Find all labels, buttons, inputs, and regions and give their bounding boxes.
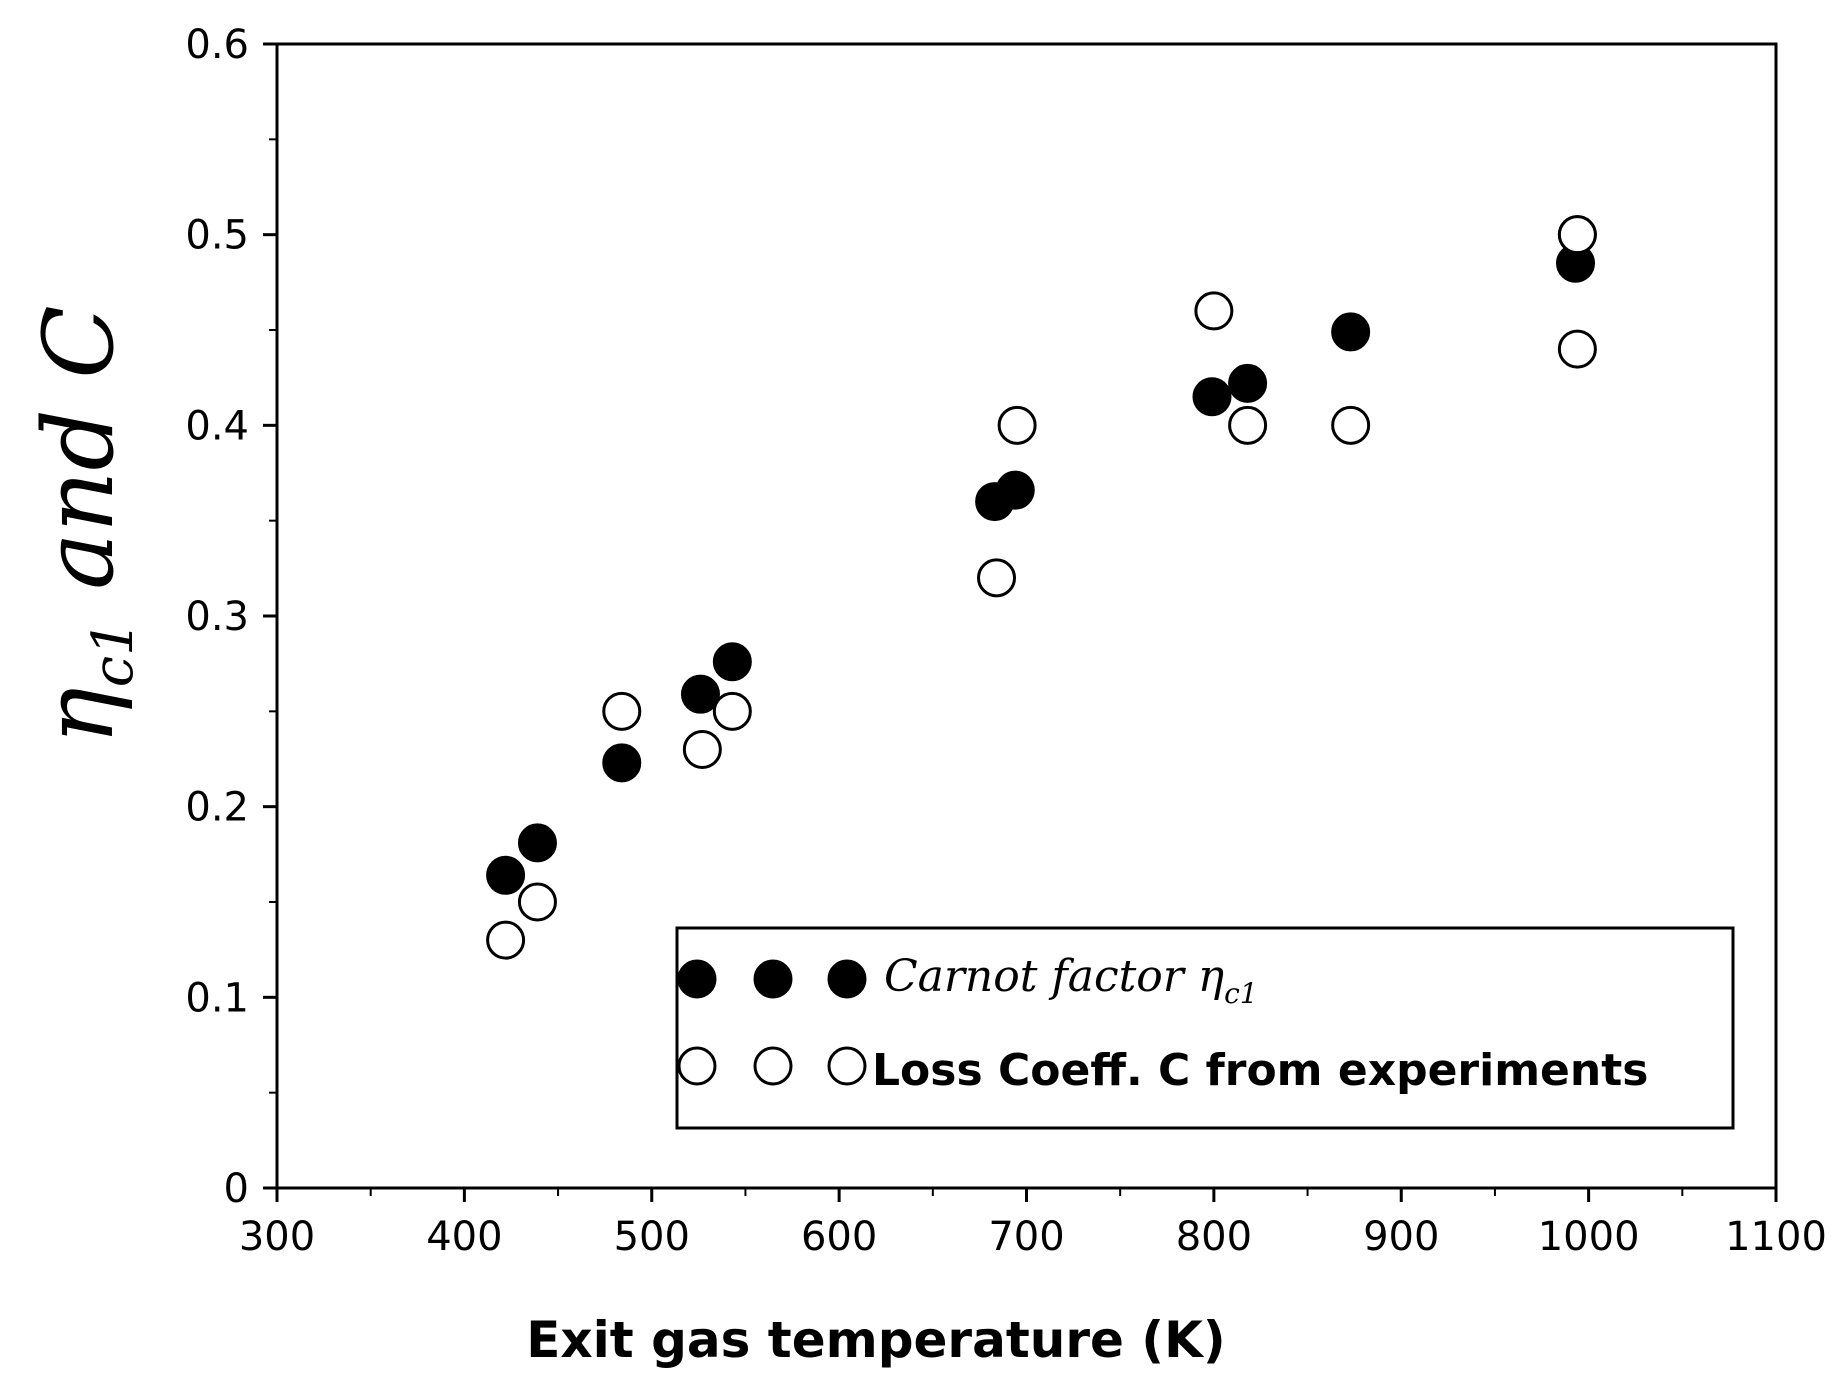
data-point-loss-coeff: [977, 558, 1017, 598]
data-point-loss-coeff: [1557, 329, 1597, 369]
data-points: [486, 215, 1597, 960]
data-point-loss-coeff: [712, 691, 752, 731]
data-point-loss-coeff: [1194, 291, 1234, 331]
data-point-loss-coeff: [1557, 215, 1597, 255]
y-tick-label: 0.2: [185, 785, 249, 831]
data-point-loss-coeff: [517, 882, 557, 922]
legend-marker-loss: [753, 1046, 793, 1086]
y-tick-label: 0.3: [185, 594, 249, 640]
y-tick-label: 0.5: [185, 213, 249, 259]
y-tick-label: 0: [224, 1166, 249, 1212]
data-point-carnot: [1228, 363, 1268, 403]
x-tick-label: 500: [614, 1214, 690, 1260]
y-tick-label: 0.6: [185, 22, 249, 68]
data-point-carnot: [712, 642, 752, 682]
data-point-carnot: [1192, 377, 1232, 417]
x-tick-label: 300: [239, 1214, 315, 1260]
legend-label-carnot-sub: c1: [1224, 977, 1258, 1010]
legend-markers-loss: [677, 1046, 867, 1086]
data-point-loss-coeff: [602, 691, 642, 731]
data-point-loss-coeff: [682, 729, 722, 769]
data-point-loss-coeff: [1228, 405, 1268, 445]
legend-markers-carnot: [677, 959, 867, 999]
legend-marker-carnot: [753, 959, 793, 999]
legend-label-loss: Loss Coeff. C from experiments: [872, 1045, 1648, 1096]
y-axis-label-prefix: η: [23, 687, 135, 745]
legend-label-carnot-text: Carnot factor η: [884, 951, 1224, 1002]
data-point-carnot: [486, 855, 526, 895]
y-axis-label-group: ηc1 and C: [23, 305, 146, 745]
y-axis-label-suffix: and C: [23, 305, 135, 620]
data-point-carnot: [995, 470, 1035, 510]
legend-marker-loss: [677, 1046, 717, 1086]
data-point-carnot: [680, 674, 720, 714]
data-point-carnot: [602, 743, 642, 783]
x-tick-label: 800: [1176, 1214, 1252, 1260]
legend-marker-carnot: [827, 959, 867, 999]
data-point-loss-coeff: [1331, 405, 1371, 445]
y-axis-label-sub: c1: [81, 620, 146, 687]
data-point-carnot: [517, 823, 557, 863]
x-tick-label: 600: [801, 1214, 877, 1260]
data-point-carnot: [1331, 312, 1371, 352]
y-tick-label: 0.1: [185, 975, 249, 1021]
data-point-loss-coeff: [997, 405, 1037, 445]
x-axis-label: Exit gas temperature (K): [526, 1311, 1226, 1369]
y-tick-label: 0.4: [185, 403, 249, 449]
x-tick-label: 1100: [1725, 1214, 1827, 1260]
x-tick-label: 400: [426, 1214, 502, 1260]
x-tick-label: 900: [1363, 1214, 1439, 1260]
legend-label-carnot: Carnot factor ηc1: [884, 951, 1258, 1010]
x-axis: 300 400 500 600 700 800 900 1000 1100: [239, 1188, 1827, 1260]
legend-marker-carnot: [677, 959, 717, 999]
x-tick-label: 700: [988, 1214, 1064, 1260]
y-axis: 0 0.1 0.2 0.3 0.4 0.5 0.6: [185, 22, 277, 1212]
legend: Carnot factor ηc1 Loss Coeff. C from exp…: [675, 926, 1735, 1130]
x-tick-label: 1000: [1538, 1214, 1640, 1260]
y-axis-label: ηc1 and C: [23, 305, 146, 745]
data-point-loss-coeff: [486, 920, 526, 960]
legend-marker-loss: [827, 1046, 867, 1086]
